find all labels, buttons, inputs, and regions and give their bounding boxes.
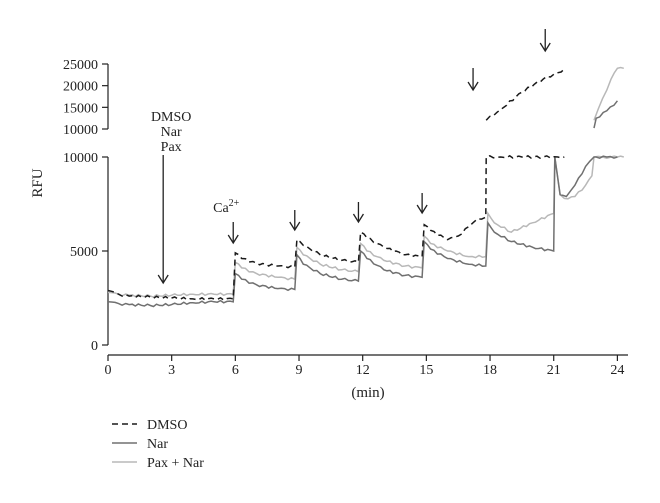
y-tick-label: 25000	[63, 58, 98, 73]
series-line-nar-upper	[593, 100, 618, 129]
annotation-arrow-ca-addition-head	[467, 81, 479, 92]
y-axis-label: RFU	[30, 168, 46, 197]
y-tick-label: 5000	[70, 245, 98, 260]
x-tick-label: 3	[168, 363, 175, 378]
x-tick-label: 9	[296, 363, 303, 378]
y-tick-label: 0	[91, 339, 98, 354]
legend-label: DMSO	[147, 418, 187, 433]
x-tick-label: 12	[356, 363, 370, 378]
x-axis-label: (min)	[351, 385, 384, 401]
series-line-pax-nar-lower	[107, 155, 625, 298]
annotation-label: Pax	[161, 140, 182, 155]
annotation-arrow-treatment-head	[157, 274, 169, 285]
axes-layer: 0 3 6 9 12 15 18 21 24 0 5000 10000 10000 15000 20000 2…	[63, 58, 628, 378]
x-tick-label: 6	[232, 363, 239, 378]
legend: DMSO Nar Pax + Nar	[112, 418, 204, 471]
series-layer	[107, 66, 625, 308]
series-line-dmso-upper	[485, 68, 565, 121]
y-tick-label: 15000	[63, 101, 98, 116]
annotation-label: Nar	[161, 125, 182, 140]
annotation-arrow-ca-addition-head	[352, 213, 365, 224]
x-tick-label: 0	[105, 363, 112, 378]
annotation-arrow-ca-addition-head	[539, 42, 551, 53]
annotation-label-ca-superscript: 2+	[229, 198, 240, 209]
annotation-label: DMSO	[151, 110, 191, 125]
x-tick-label: 15	[419, 363, 433, 378]
y-tick-label: 10000	[63, 123, 98, 138]
series-line-dmso-lower	[107, 154, 565, 301]
y-tick-label: 20000	[63, 80, 98, 95]
x-tick-label: 21	[547, 363, 561, 378]
series-line-nar-lower	[107, 155, 618, 308]
x-tick-label: 18	[483, 363, 497, 378]
annotation-arrow-ca-addition-head	[416, 204, 428, 215]
annotation-arrow-ca-addition-head	[289, 221, 301, 232]
annotation-arrow-ca-head	[227, 234, 239, 245]
y-tick-label: 10000	[63, 151, 98, 166]
series-line-pax-nar-upper	[593, 66, 624, 121]
x-tick-label: 24	[610, 363, 624, 378]
annotation-label-ca: Ca2+	[213, 198, 240, 216]
legend-label: Nar	[147, 437, 168, 452]
legend-label: Pax + Nar	[147, 456, 204, 471]
